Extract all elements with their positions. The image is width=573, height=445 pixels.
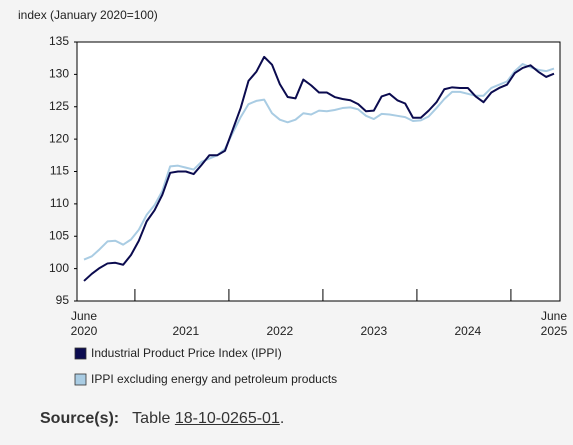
y-tick-label: 105 xyxy=(49,228,69,242)
source: Source(s): Table 18-10-0265-01. xyxy=(40,410,284,428)
chart: index (January 2020=100) 95 100 105 110 115 1… xyxy=(18,8,568,386)
source-link[interactable]: 18-10-0265-01 xyxy=(174,410,280,427)
y-tick-label: 115 xyxy=(50,164,69,178)
x-tick-label: June 2020 xyxy=(71,309,98,338)
chart-title: index (January 2020=100) xyxy=(18,8,158,22)
x-tick-label: 2023 xyxy=(360,324,387,338)
legend-label: IPPI excluding energy and petroleum prod… xyxy=(91,372,337,386)
y-tick-label: 95 xyxy=(56,293,70,307)
legend-swatch xyxy=(74,373,87,386)
x-tick-label: 2022 xyxy=(266,324,293,338)
source-suffix: . xyxy=(279,410,285,427)
y-tick-label: 110 xyxy=(50,196,69,210)
series-line xyxy=(83,55,555,282)
x-tick-label: June 2025 xyxy=(541,309,568,338)
legend-label: Industrial Product Price Index (IPPI) xyxy=(91,346,282,360)
y-tick-label: 100 xyxy=(49,261,69,275)
y-tick-label: 135 xyxy=(49,34,69,48)
y-tick-label: 125 xyxy=(49,99,69,113)
y-tick-label: 120 xyxy=(49,131,69,145)
legend-swatch xyxy=(74,347,87,360)
x-tick-label: 2024 xyxy=(454,324,481,338)
plot-area xyxy=(76,41,561,302)
source-prefix: Table xyxy=(132,410,171,427)
source-label: Source(s): xyxy=(40,410,120,427)
x-tick-label: 2021 xyxy=(172,324,199,338)
y-tick-label: 130 xyxy=(49,67,69,81)
